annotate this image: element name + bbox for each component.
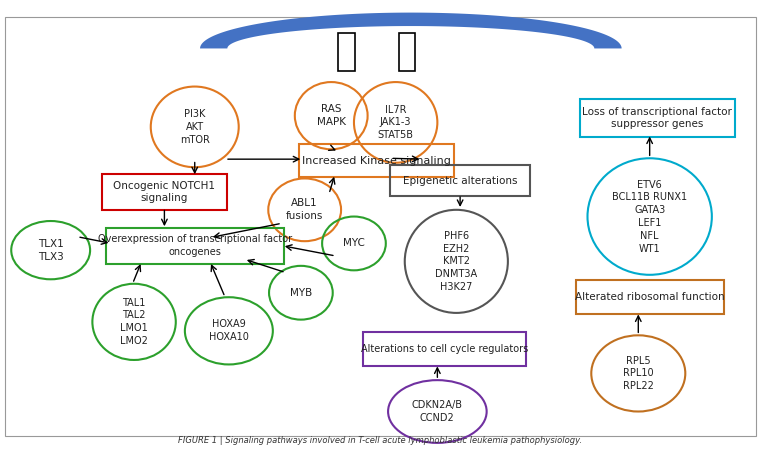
Text: Epigenetic alterations: Epigenetic alterations (403, 176, 517, 186)
Text: Loss of transcriptional factor
suppressor genes: Loss of transcriptional factor suppresso… (582, 107, 732, 129)
Text: TLX1
TLX3: TLX1 TLX3 (38, 239, 64, 262)
Text: Increased Kinase signaling: Increased Kinase signaling (302, 156, 451, 166)
Text: RPL5
RPL10
RPL22: RPL5 RPL10 RPL22 (622, 355, 654, 391)
Text: PI3K
AKT
mTOR: PI3K AKT mTOR (180, 109, 210, 145)
Text: MYC: MYC (343, 239, 365, 249)
Text: Alterated ribosomal function: Alterated ribosomal function (575, 292, 724, 302)
Text: TAL1
TAL2
LMO1
LMO2: TAL1 TAL2 LMO1 LMO2 (120, 298, 148, 346)
Text: HOXA9
HOXA10: HOXA9 HOXA10 (209, 319, 249, 342)
Bar (338, 33, 355, 71)
Text: Overexpression of transcriptional factor
oncogenes: Overexpression of transcriptional factor… (97, 235, 291, 257)
Text: MYB: MYB (290, 288, 312, 298)
Text: PHF6
EZH2
KMT2
DNMT3A
H3K27: PHF6 EZH2 KMT2 DNMT3A H3K27 (435, 231, 477, 292)
Text: ABL1
fusions: ABL1 fusions (286, 198, 323, 221)
Text: Oncogenic NOTCH1
signaling: Oncogenic NOTCH1 signaling (113, 181, 215, 203)
Polygon shape (200, 13, 622, 48)
Text: ETV6
BCL11B RUNX1
GATA3
LEF1
NFL
WT1: ETV6 BCL11B RUNX1 GATA3 LEF1 NFL WT1 (612, 179, 687, 253)
Text: FIGURE 1 | Signaling pathways involved in T-cell acute lymphoblastic leukemia pa: FIGURE 1 | Signaling pathways involved i… (178, 436, 583, 445)
Text: Alterations to cell cycle regulators: Alterations to cell cycle regulators (361, 344, 529, 354)
Text: CDKN2A/B
CCND2: CDKN2A/B CCND2 (412, 400, 463, 423)
Text: RAS
MAPK: RAS MAPK (317, 104, 345, 127)
Bar (399, 33, 416, 71)
Text: IL7R
JAK1-3
STAT5B: IL7R JAK1-3 STAT5B (377, 105, 414, 140)
